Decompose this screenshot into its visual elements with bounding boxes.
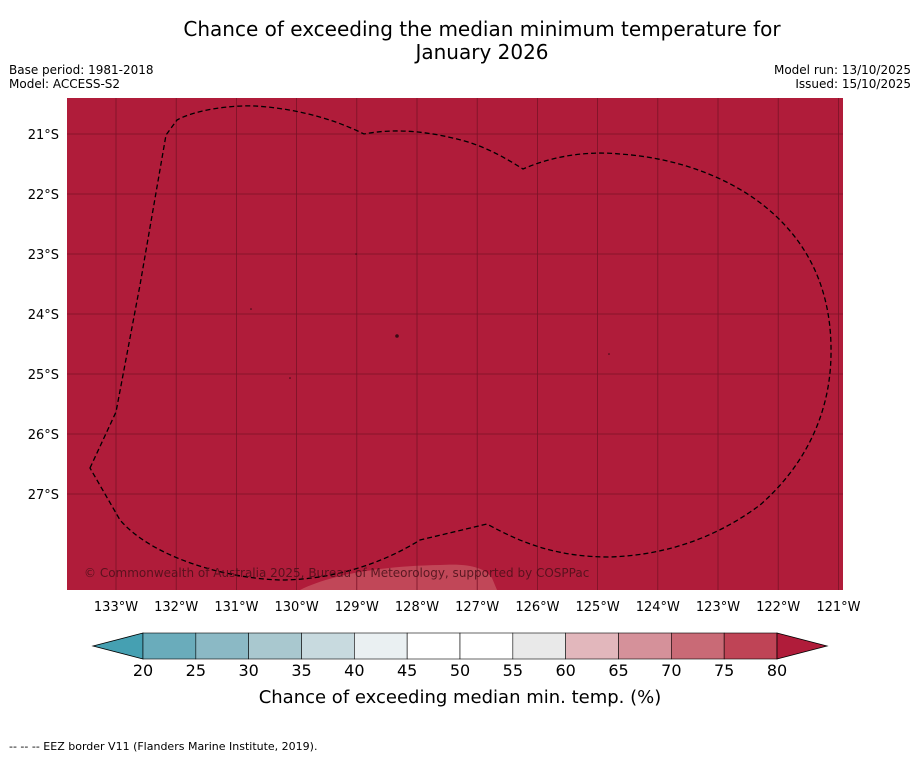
colorbar-tick-label: 80 [767,661,787,680]
model-name: Model: ACCESS-S2 [9,77,121,91]
colorbar-tick-labels: 20 25 30 35 40 45 50 55 60 65 70 75 80 [133,661,787,680]
colorbar-tick-label: 40 [344,661,364,680]
lat-label: 22°S [28,188,59,203]
colorbar-cell [512,632,566,660]
lat-label: 23°S [28,248,59,263]
lon-label: 133°W [94,600,138,615]
colorbar-cell [354,632,408,660]
lon-label: 132°W [154,600,198,615]
colorbar-label: Chance of exceeding median min. temp. (%… [259,687,662,708]
eez-legend-note: -- -- -- EEZ border V11 (Flanders Marine… [9,740,318,753]
island-dot [250,308,252,310]
lon-label: 124°W [636,600,680,615]
colorbar-tick-label: 50 [450,661,470,680]
colorbar-tick-label: 60 [555,661,575,680]
colorbar-tick-label: 55 [503,661,523,680]
colorbar-cells [142,632,778,660]
island-dot [608,353,610,355]
lon-label: 121°W [816,600,860,615]
lon-label: 127°W [455,600,499,615]
colorbar-cell [671,632,725,660]
colorbar-tick-label: 75 [714,661,734,680]
model-run: Model run: 13/10/2025 [773,63,911,77]
colorbar-cell [195,632,249,660]
colorbar-cell [618,632,672,660]
lon-label: 125°W [576,600,620,615]
lat-label: 25°S [28,368,59,383]
colorbar: 20 25 30 35 40 45 50 55 60 65 70 75 80 [91,632,829,680]
lon-label: 129°W [335,600,379,615]
lat-label: 26°S [28,428,59,443]
longitude-labels: 133°W 132°W 131°W 130°W 129°W 128°W 127°W 126°W… [94,600,861,615]
colorbar-tick-label: 45 [397,661,417,680]
colorbar-cell [406,632,461,660]
colorbar-cell [142,632,197,660]
colorbar-tick-label: 20 [133,661,153,680]
meta-left: Base period: 1981-2018 Model: ACCESS-S2 [9,63,154,91]
latitude-labels: 21°S 22°S 23°S 24°S 25°S 26°S 27°S [28,128,59,503]
lat-label: 27°S [28,488,59,503]
colorbar-tick-label: 35 [291,661,311,680]
issued-date: Issued: 15/10/2025 [795,77,911,91]
title-line-1: Chance of exceeding the median minimum t… [183,17,781,41]
lat-label: 21°S [28,128,59,143]
meta-right: Model run: 13/10/2025 Issued: 15/10/2025 [774,63,911,91]
colorbar-cell [459,632,514,660]
lon-label: 122°W [756,600,800,615]
colorbar-cell [301,632,355,660]
island-dot [289,377,291,379]
island-dot [355,253,357,255]
colorbar-over-arrow [776,632,829,660]
islands [250,253,610,379]
colorbar-tick-label: 70 [661,661,681,680]
colorbar-under-arrow [91,632,144,660]
colorbar-tick-label: 25 [186,661,206,680]
island-dot [395,334,399,338]
colorbar-tick-label: 65 [608,661,628,680]
lon-label: 128°W [395,600,439,615]
lon-label: 123°W [696,600,740,615]
eez-border [89,105,832,581]
lon-label: 126°W [515,600,559,615]
lower-shade-patch [300,564,497,590]
base-period: Base period: 1981-2018 [9,63,154,77]
map-area [67,98,843,590]
colorbar-cell [565,632,619,660]
lon-label: 131°W [214,600,258,615]
map-title: Chance of exceeding the median minimum t… [0,18,919,64]
lon-label: 130°W [275,600,319,615]
copyright-text: © Commonwealth of Australia 2025, Bureau… [84,566,589,580]
colorbar-cell [723,632,778,660]
title-line-2: January 2026 [415,40,549,64]
lat-label: 24°S [28,308,59,323]
gridlines [67,98,843,590]
colorbar-tick-label: 30 [238,661,258,680]
colorbar-cell [248,632,302,660]
